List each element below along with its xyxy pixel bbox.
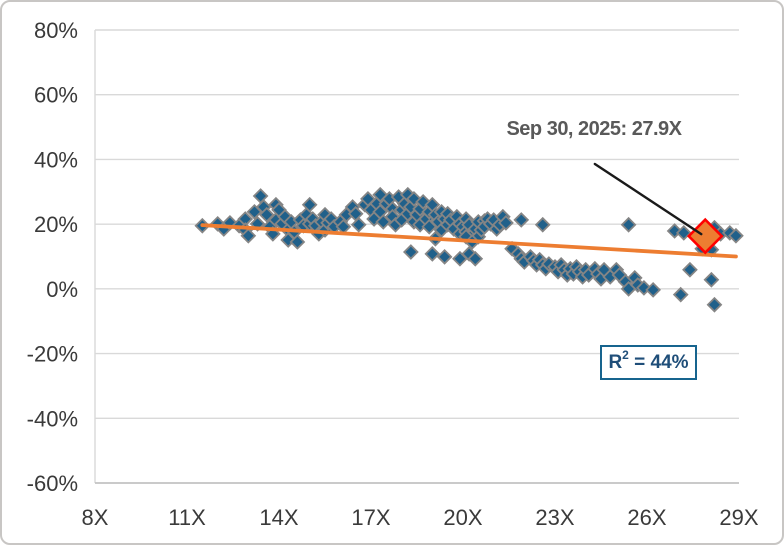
trendline [200, 223, 738, 259]
y-tick-label: 80% [34, 18, 78, 43]
x-tick-label: 17X [351, 505, 390, 530]
y-tick-label: -60% [27, 471, 78, 496]
x-tick-label: 23X [535, 505, 574, 530]
scatter-point [399, 186, 416, 203]
scatter-point [240, 227, 257, 244]
scatter-point [620, 216, 637, 233]
scatter-point [682, 261, 698, 278]
scatter-point [252, 188, 269, 204]
x-tick-label: 14X [259, 505, 298, 530]
x-tick-label: 29X [719, 505, 758, 530]
x-tick-label: 8X [82, 505, 109, 530]
y-tick-label: 40% [34, 147, 78, 172]
x-tick-label: 26X [627, 505, 666, 530]
x-tick-label: 11X [168, 505, 206, 530]
scatter-point [672, 286, 689, 303]
y-tick-label: 60% [34, 83, 78, 108]
y-tick-label: 20% [34, 212, 78, 237]
x-tick-label: 20X [443, 505, 482, 530]
scatter-point [289, 234, 306, 250]
scatter-point [513, 212, 530, 228]
y-tick-label: 0% [46, 277, 78, 302]
scatter-point [534, 216, 551, 233]
r-squared-box: R2 = 44% [600, 345, 697, 380]
r-squared-text: R2 = 44% [608, 348, 689, 373]
scatter-point [424, 246, 441, 262]
scatter-point [402, 244, 419, 260]
callout-line [593, 162, 703, 236]
scatter-point [666, 223, 683, 239]
scatter-point [222, 214, 238, 231]
scatter-point [498, 214, 514, 231]
highlight-annotation-label: Sep 30, 2025: 27.9X [506, 118, 682, 140]
scatter-point [706, 296, 723, 313]
scatter-point [350, 216, 367, 233]
y-tick-label: -20% [27, 342, 78, 367]
scatter-point [301, 196, 318, 213]
scatter-point [728, 227, 744, 244]
scatter-point [645, 281, 662, 298]
scatter-point [703, 271, 720, 288]
scatter-point [436, 248, 453, 265]
scatter-point [467, 250, 484, 267]
scatter-point [372, 186, 389, 203]
y-tick-label: -40% [27, 406, 78, 431]
